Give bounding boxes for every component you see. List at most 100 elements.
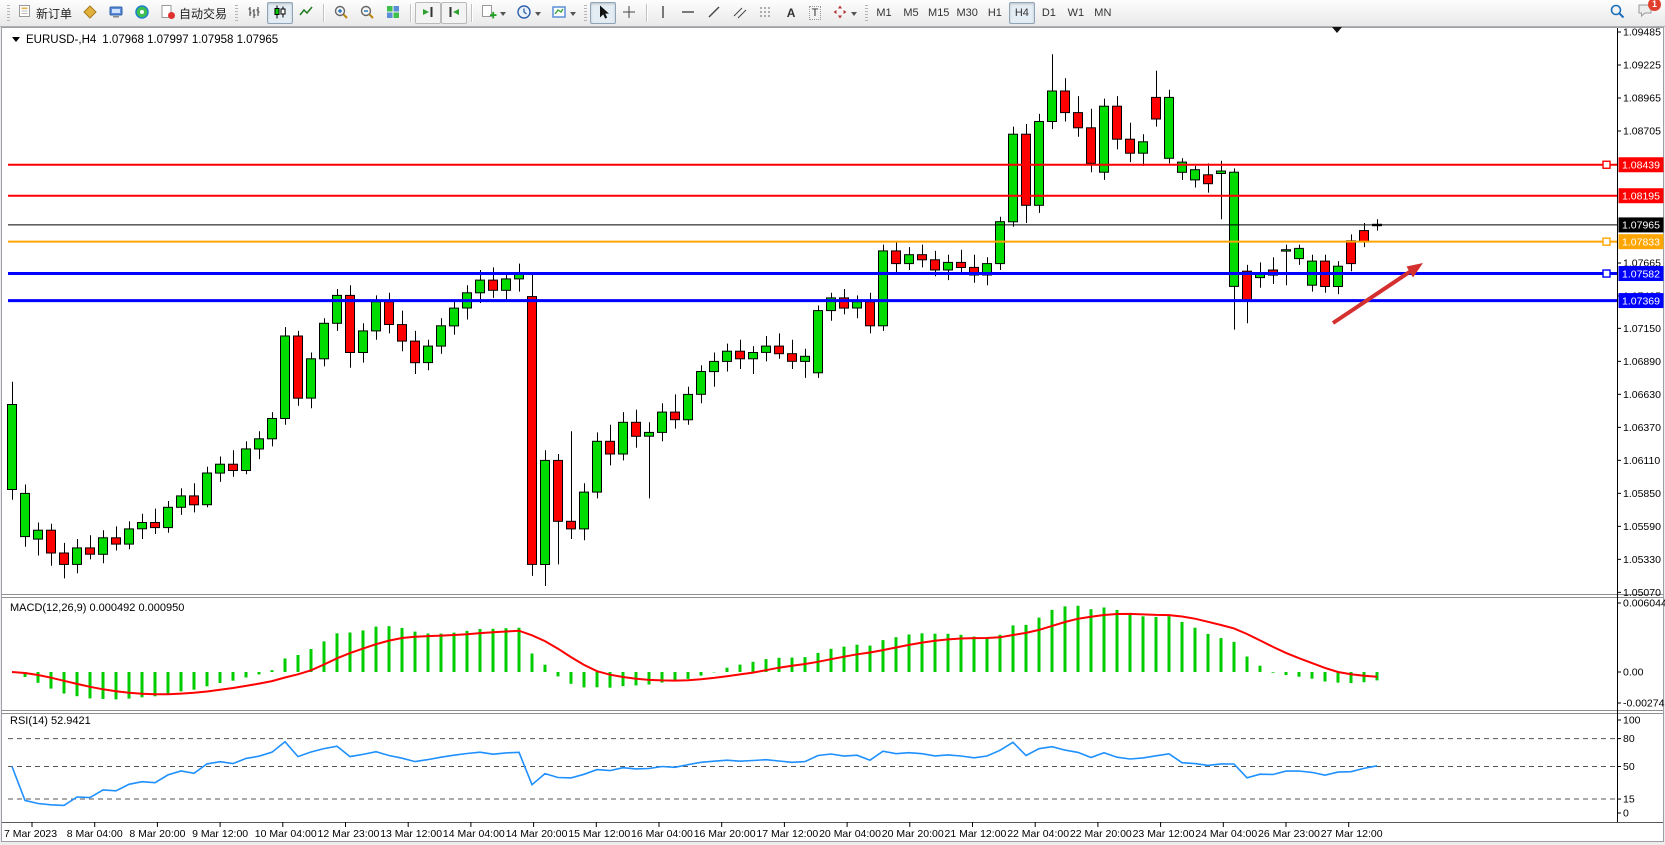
timeframe-button-MN[interactable]: MN — [1090, 2, 1116, 24]
auto-trading-icon — [160, 4, 176, 23]
new-order-button[interactable]: 新订单 — [13, 2, 77, 24]
candle-body — [228, 463, 238, 472]
candle-body — [540, 459, 550, 565]
time-tick-label: 13 Mar 12:00 — [380, 828, 442, 840]
timeframe-button-H4[interactable]: H4 — [1008, 2, 1035, 24]
time-tick-label: 16 Mar 04:00 — [631, 828, 693, 840]
search-icon — [1609, 3, 1626, 23]
channel-tool-button[interactable] — [727, 2, 753, 24]
toolbar-right-tools: 1 — [1604, 0, 1661, 24]
price-tick-label: 1.09225 — [1623, 59, 1661, 71]
crosshair-tool-button[interactable] — [616, 2, 642, 24]
timeframe-button-M30[interactable]: M30 — [953, 2, 980, 24]
timeframe-button-D1[interactable]: D1 — [1036, 2, 1062, 24]
toolbar-separator — [471, 4, 473, 22]
candle-body — [566, 520, 576, 530]
zoom-out-button[interactable] — [354, 2, 380, 24]
template-button[interactable] — [546, 2, 581, 24]
candle-body — [943, 261, 953, 271]
market-watch-button[interactable] — [77, 2, 103, 24]
vertical-line-tool-button[interactable] — [651, 2, 675, 24]
candle-body — [865, 301, 875, 327]
price-badge-label: 1.07582 — [1622, 268, 1660, 280]
candle-body — [813, 310, 823, 374]
line-handle-marker[interactable] — [1602, 237, 1611, 246]
auto-trading-button[interactable]: 自动交易 — [155, 2, 232, 24]
timeframe-button-M1[interactable]: M1 — [871, 2, 897, 24]
price-badge — [1618, 293, 1664, 309]
chart-title-bar: EURUSD-,H4 1.07968 1.07997 1.07958 1.079… — [12, 33, 278, 46]
line-handle-marker[interactable] — [1602, 269, 1611, 278]
search-button[interactable] — [1604, 2, 1631, 24]
chat-notification[interactable]: 1 — [1637, 0, 1661, 24]
fibonacci-tool-button[interactable] — [753, 2, 779, 24]
trend-arrow[interactable] — [1331, 269, 1413, 325]
toolbar-grip — [7, 5, 10, 21]
time-tick-label: 14 Mar 20:00 — [506, 828, 568, 840]
fibonacci-icon — [758, 4, 774, 23]
broadcast-button[interactable] — [129, 2, 155, 24]
candle-body — [1008, 133, 1018, 223]
price-tick-label: 1.05850 — [1623, 488, 1661, 500]
timeframe-button-M5[interactable]: M5 — [898, 2, 924, 24]
time-tick-label: 16 Mar 20:00 — [694, 828, 756, 840]
macd-signal-line — [11, 612, 1378, 696]
time-tick-label: 27 Mar 12:00 — [1321, 828, 1383, 840]
text-label-tool-button[interactable]: T — [803, 2, 827, 24]
time-tick-label: 12 Mar 23:00 — [318, 828, 380, 840]
time-tick-label: 10 Mar 04:00 — [255, 828, 317, 840]
chart-shift-marker-icon[interactable] — [1332, 27, 1342, 38]
new-order-icon — [18, 4, 33, 22]
notification-badge: 1 — [1648, 0, 1661, 11]
symbol-dropdown-icon[interactable] — [12, 37, 20, 46]
candle-body — [1294, 247, 1304, 260]
time-tick-label: 20 Mar 20:00 — [882, 828, 944, 840]
candle-body — [1216, 170, 1226, 174]
arrows-icon — [832, 4, 848, 23]
candle-body — [1359, 230, 1369, 243]
timeframe-button-M15[interactable]: M15 — [925, 2, 952, 24]
terminal-button[interactable] — [103, 2, 129, 24]
time-tick-label: 17 Mar 12:00 — [756, 828, 818, 840]
line-handle-marker[interactable] — [1602, 160, 1611, 169]
timeframe-button-W1[interactable]: W1 — [1063, 2, 1089, 24]
price-tick-label: 1.06370 — [1623, 422, 1661, 434]
arrows-tool-button[interactable] — [827, 2, 862, 24]
price-tick-label: 1.07150 — [1623, 323, 1661, 335]
auto-scroll-button[interactable] — [415, 2, 442, 24]
candle-body — [1034, 121, 1044, 206]
candle-body — [1073, 112, 1083, 129]
candle-body — [449, 307, 459, 327]
chart-canvas[interactable]: 1.094851.092251.089651.087051.076651.074… — [0, 26, 1665, 845]
toolbar-separator — [646, 4, 648, 22]
horizontal-line-tool-button[interactable] — [675, 2, 701, 24]
time-tick-label: 23 Mar 12:00 — [1133, 828, 1195, 840]
time-tick-label: 22 Mar 04:00 — [1007, 828, 1069, 840]
cursor-tool-button[interactable] — [590, 2, 617, 24]
period-button[interactable] — [511, 2, 546, 24]
candle-body — [1151, 96, 1161, 120]
candle-body — [852, 301, 862, 309]
time-tick-label: 8 Mar 20:00 — [129, 828, 185, 840]
rsi-axis-label: 15 — [1623, 794, 1635, 806]
candle-body — [1060, 90, 1070, 114]
price-badge-label: 1.07833 — [1622, 236, 1660, 248]
line-chart-mode-button[interactable] — [293, 2, 319, 24]
rsi-axis-label: 50 — [1623, 761, 1635, 773]
text-tool-button[interactable]: A — [779, 2, 803, 24]
trendline-tool-button[interactable] — [701, 2, 727, 24]
candle-body — [709, 360, 719, 373]
rsi-axis-label: 0 — [1623, 808, 1629, 820]
zoom-in-button[interactable] — [328, 2, 354, 24]
add-indicator-button[interactable] — [476, 2, 511, 24]
candlestick-mode-button[interactable] — [267, 2, 294, 24]
candle-body — [553, 459, 563, 522]
timeframe-button-H1[interactable]: H1 — [982, 2, 1008, 24]
bar-chart-mode-button[interactable] — [241, 2, 267, 24]
candle-body — [124, 528, 134, 545]
tile-windows-button[interactable] — [380, 2, 406, 24]
clock-icon — [516, 4, 532, 23]
chart-shift-button[interactable] — [441, 2, 468, 24]
candle-body — [748, 352, 758, 360]
trend-arrow-head[interactable] — [1406, 263, 1424, 278]
